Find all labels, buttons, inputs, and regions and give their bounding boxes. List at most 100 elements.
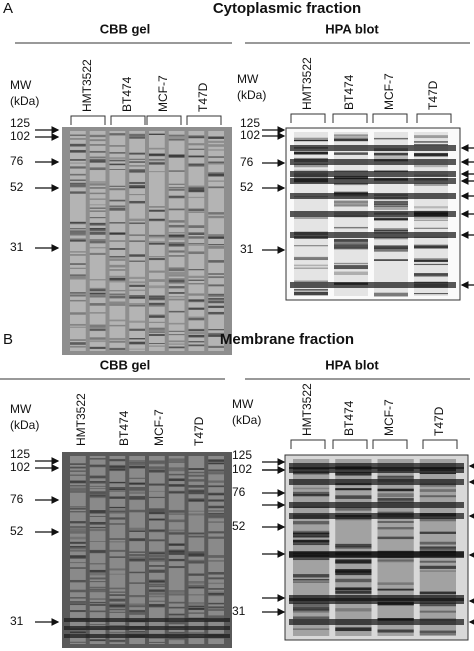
gel-band [109, 133, 126, 136]
gel-band [168, 631, 185, 634]
gel-band [109, 199, 126, 202]
gel-band [70, 487, 86, 490]
gel-band [208, 180, 224, 182]
gel-band [149, 600, 165, 602]
gel-band [208, 260, 224, 263]
gel-band [168, 490, 185, 493]
gel-band [168, 330, 185, 332]
gel-band [89, 522, 106, 524]
blot-band [335, 543, 372, 546]
blot-band [419, 546, 456, 549]
gel-band [89, 232, 106, 235]
gel-band [149, 559, 165, 562]
gel-band [149, 331, 165, 333]
gel-band [89, 458, 106, 460]
gel-band [168, 484, 185, 487]
gel-band [208, 485, 224, 487]
gel-band [70, 267, 86, 269]
gel-band [149, 552, 165, 555]
gel-band [89, 578, 106, 580]
gel-band [109, 145, 126, 147]
gel-band [109, 185, 126, 188]
gel-band [149, 153, 165, 156]
blot-band [419, 631, 456, 636]
gel-lane [109, 456, 126, 644]
gel-band [149, 580, 165, 583]
blot-band [419, 591, 456, 595]
blot-band [334, 245, 368, 248]
mw-unit: (kDa) [10, 418, 39, 432]
gel-band [89, 485, 106, 487]
gel-band [70, 556, 86, 559]
gel-band [70, 323, 86, 326]
blot-band [377, 498, 414, 501]
gel-band [168, 298, 185, 301]
gel-band [109, 295, 126, 299]
gel-band [188, 329, 205, 332]
gel-band [208, 608, 224, 611]
gel-band [149, 604, 165, 607]
blot-band [419, 631, 456, 633]
mw-label: MW [237, 72, 259, 86]
gel-band [129, 527, 145, 531]
blot-band [377, 521, 414, 523]
gel-band [89, 228, 106, 230]
gel-band [70, 463, 86, 465]
gel-band [168, 458, 185, 462]
gel-band [208, 469, 224, 472]
gel-band [208, 521, 224, 523]
gel-band [188, 584, 205, 588]
gel-band [109, 594, 126, 596]
gel-band [89, 289, 106, 292]
gel-band [109, 549, 126, 552]
lane-label: BT474 [120, 76, 134, 112]
gel-band [70, 138, 86, 140]
gel-band [89, 192, 106, 195]
blot-band [290, 211, 456, 217]
blot-band [293, 607, 330, 611]
gel-band [208, 462, 224, 465]
gel-band [109, 265, 126, 268]
gel-band [109, 232, 126, 235]
gel-band [208, 212, 224, 215]
gel-band [149, 163, 165, 165]
mw-marker: 52 [232, 519, 246, 533]
blot-band [419, 602, 456, 607]
gel-band [208, 273, 224, 275]
gel-band [70, 610, 86, 613]
blot-band [290, 232, 456, 238]
gel-band [89, 465, 106, 468]
gel-band [208, 560, 224, 562]
blot-lane [419, 459, 456, 636]
gel-band [149, 161, 165, 165]
gel-band [208, 499, 224, 502]
mw-marker: 52 [10, 180, 24, 194]
gel-band [129, 465, 145, 469]
gel-band [109, 256, 126, 259]
blot-band [377, 488, 414, 492]
gel-band [89, 287, 106, 290]
gel-band [168, 590, 185, 593]
gel-band [89, 181, 106, 183]
gel-title: HPA blot [325, 21, 379, 36]
gel-band [129, 557, 145, 559]
gel-band [70, 528, 86, 532]
gel-band [109, 163, 126, 166]
gel-band [89, 228, 106, 232]
gel-band [168, 286, 185, 289]
blot-band [414, 227, 448, 229]
gel-band [129, 342, 145, 345]
gel-band [168, 513, 185, 516]
gel-band [70, 231, 86, 235]
gel-band [149, 234, 165, 237]
gel-band [70, 546, 86, 549]
gel-band [208, 615, 224, 618]
gel-band [168, 268, 185, 272]
gel-band [89, 324, 106, 328]
gel-band [188, 149, 205, 150]
gel-band [168, 310, 185, 313]
gel-band [70, 150, 86, 152]
mw-unit: (kDa) [232, 413, 261, 427]
gel-band [109, 510, 126, 514]
lane-label: HMT3522 [80, 59, 94, 112]
